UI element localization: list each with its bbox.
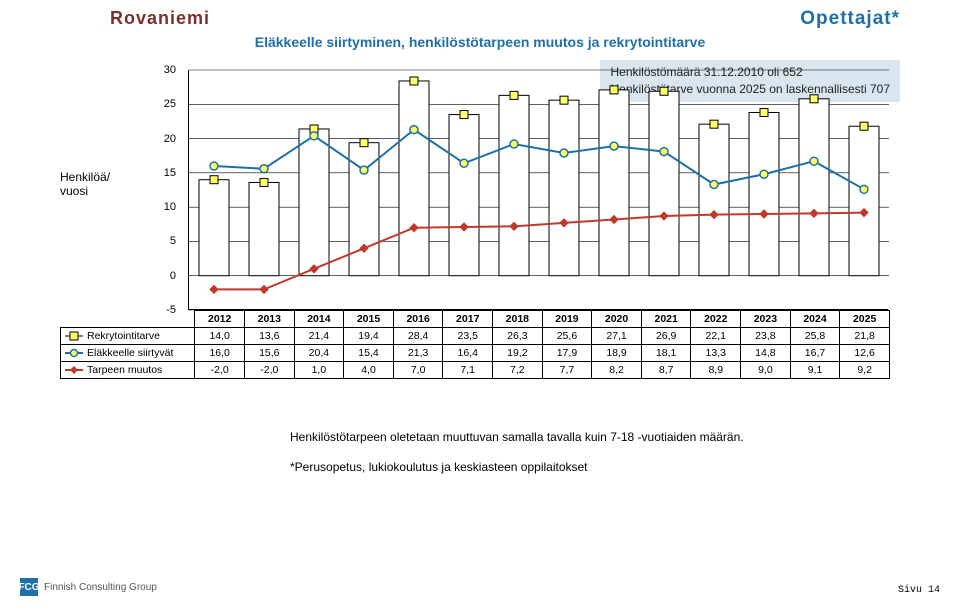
data-cell: 26,3 [493,328,543,345]
data-cell: 17,9 [542,345,592,362]
logo-text: Finnish Consulting Group [44,582,157,593]
data-cell: 22,1 [691,328,741,345]
year-header: 2024 [790,311,840,328]
data-cell: 9,2 [840,362,890,379]
ytick-label: 30 [164,64,176,76]
ytick-label: 5 [170,235,176,247]
legend-marker-icon [65,365,83,375]
table-row: Tarpeen muutos-2,0-2,01,04,07,07,17,27,7… [61,362,890,379]
data-cell: 9,1 [790,362,840,379]
year-header: 2020 [592,311,642,328]
year-header: 2016 [393,311,443,328]
data-cell: 25,6 [542,328,592,345]
data-cell: 15,4 [344,345,394,362]
data-cell: 7,7 [542,362,592,379]
footnote-2: *Perusopetus, lukiokoulutus ja keskiaste… [290,460,588,474]
data-table: 2012201320142015201620172018201920202021… [60,310,890,379]
series-label-cell: Rekrytointitarve [61,328,195,345]
series-name: Eläkkeelle siirtyvät [87,347,173,359]
header-right-title: Opettajat* [800,8,900,30]
table-row: Eläkkeelle siirtyvät 16,015,620,415,421,3… [61,345,890,362]
table-header-row: 2012201320142015201620172018201920202021… [61,311,890,328]
data-cell: 14,0 [195,328,245,345]
data-cell: 14,8 [741,345,791,362]
footnote-1: Henkilöstötarpeen oletetaan muuttuvan sa… [290,430,744,444]
chart-svg [189,70,889,310]
ytick-label: 20 [164,133,176,145]
legend-marker-icon [65,348,83,358]
plot-region [188,70,888,310]
data-cell: 8,2 [592,362,642,379]
data-cell: 8,7 [641,362,691,379]
year-header: 2013 [244,311,294,328]
data-cell: 26,9 [641,328,691,345]
series-label-cell: Eläkkeelle siirtyvät [61,345,195,362]
year-header: 2018 [493,311,543,328]
data-cell: 21,3 [393,345,443,362]
legend-marker-icon [65,331,83,341]
year-header: 2025 [840,311,890,328]
data-cell: 21,8 [840,328,890,345]
data-cell: 16,0 [195,345,245,362]
ytick-label: 0 [170,270,176,282]
data-cell: 8,9 [691,362,741,379]
data-cell: 28,4 [393,328,443,345]
footer-logo: FCG Finnish Consulting Group [20,578,157,596]
y-axis-label: Henkilöä/ vuosi [60,170,120,199]
series-name: Rekrytointitarve [87,330,160,342]
year-header: 2022 [691,311,741,328]
year-header: 2012 [195,311,245,328]
year-header: 2017 [443,311,493,328]
data-cell: 19,4 [344,328,394,345]
data-cell: 7,1 [443,362,493,379]
data-cell: 19,2 [493,345,543,362]
ytick-label: 25 [164,98,176,110]
data-cell: 25,8 [790,328,840,345]
data-cell: 12,6 [840,345,890,362]
ytick-label: 15 [164,167,176,179]
logo-badge: FCG [20,578,38,596]
data-cell: 23,5 [443,328,493,345]
data-cell: -2,0 [244,362,294,379]
data-cell: 16,7 [790,345,840,362]
data-cell: -2,0 [195,362,245,379]
data-cell: 7,0 [393,362,443,379]
year-header: 2019 [542,311,592,328]
series-name: Tarpeen muutos [87,364,162,376]
data-cell: 4,0 [344,362,394,379]
year-header: 2015 [344,311,394,328]
data-cell: 20,4 [294,345,344,362]
data-cell: 13,3 [691,345,741,362]
table-row: Rekrytointitarve 14,013,621,419,428,423,5… [61,328,890,345]
data-cell: 1,0 [294,362,344,379]
data-cell: 7,2 [493,362,543,379]
year-header: 2023 [741,311,791,328]
data-cell: 13,6 [244,328,294,345]
page-number: Sivu 14 [898,585,940,596]
data-cell: 16,4 [443,345,493,362]
chart-subtitle: Eläkkeelle siirtyminen, henkilöstötarpee… [0,34,960,50]
data-cell: 18,1 [641,345,691,362]
header-left-title: Rovaniemi [110,8,210,30]
ytick-label: 10 [164,201,176,213]
data-cell: 27,1 [592,328,642,345]
data-cell: 15,6 [244,345,294,362]
series-label-cell: Tarpeen muutos [61,362,195,379]
data-cell: 21,4 [294,328,344,345]
data-cell: 18,9 [592,345,642,362]
data-cell: 23,8 [741,328,791,345]
year-header: 2021 [641,311,691,328]
year-header: 2014 [294,311,344,328]
data-cell: 9,0 [741,362,791,379]
